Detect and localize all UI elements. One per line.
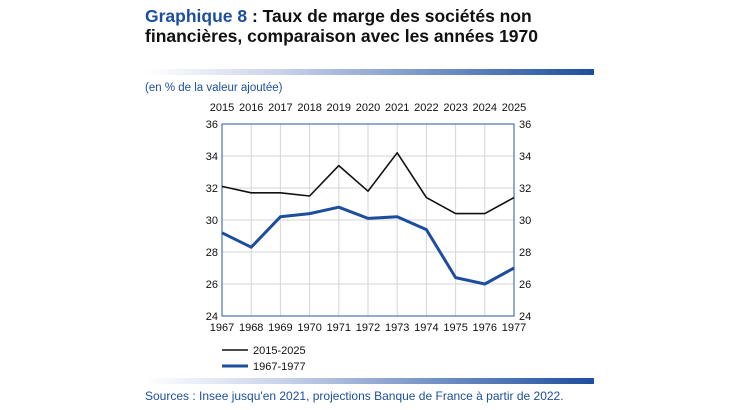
y-tick-label-right: 28 [519,247,531,259]
x-tick-label-bottom: 1977 [502,322,526,334]
x-tick-label-bottom: 1971 [327,322,351,334]
y-tick-label-right: 30 [519,215,531,227]
y-tick-label-left: 32 [206,183,218,195]
x-tick-label-bottom: 1968 [239,322,263,334]
y-tick-label-left: 30 [206,215,218,227]
y-tick-label-left: 24 [206,311,218,323]
x-tick-label-bottom: 1976 [473,322,497,334]
y-tick-label-left: 36 [206,119,218,131]
y-tick-label-right: 32 [519,183,531,195]
x-tick-label-top: 2020 [356,102,380,114]
source-divider [145,378,594,384]
title-divider [145,69,594,75]
y-tick-label-left: 26 [206,279,218,291]
y-tick-label-left: 34 [206,151,218,163]
x-tick-label-top: 2017 [268,102,292,114]
x-tick-label-bottom: 1970 [297,322,321,334]
x-tick-label-top: 2022 [414,102,438,114]
x-tick-label-bottom: 1975 [443,322,467,334]
source-note: Sources : Insee jusqu'en 2021, projectio… [145,389,564,403]
x-tick-label-bottom: 1972 [356,322,380,334]
y-tick-label-right: 26 [519,279,531,291]
x-tick-label-top: 2023 [443,102,467,114]
x-tick-label-top: 2019 [327,102,351,114]
figure-title-text: : Taux de marge des sociétés non financi… [145,6,538,46]
x-tick-label-top: 2018 [297,102,321,114]
x-tick-label-bottom: 1974 [414,322,438,334]
legend-label: 2015-2025 [253,345,306,357]
x-tick-label-bottom: 1969 [268,322,292,334]
x-tick-label-top: 2021 [385,102,409,114]
chart-title: Graphique 8 : Taux de marge des sociétés… [145,6,585,46]
x-tick-label-top: 2024 [473,102,497,114]
x-tick-label-top: 2016 [239,102,263,114]
y-tick-label-left: 28 [206,247,218,259]
unit-note: (en % de la valeur ajoutée) [145,82,283,94]
x-tick-label-top: 2025 [502,102,526,114]
plot-frame [221,123,515,317]
figure-number: Graphique 8 [145,6,248,26]
y-tick-label-right: 24 [519,311,531,323]
x-tick-label-top: 2015 [210,102,234,114]
legend-label: 1967-1977 [253,361,306,373]
x-tick-label-bottom: 1973 [385,322,409,334]
y-tick-label-right: 36 [519,119,531,131]
y-tick-label-right: 34 [519,151,531,163]
x-tick-label-bottom: 1967 [210,322,234,334]
